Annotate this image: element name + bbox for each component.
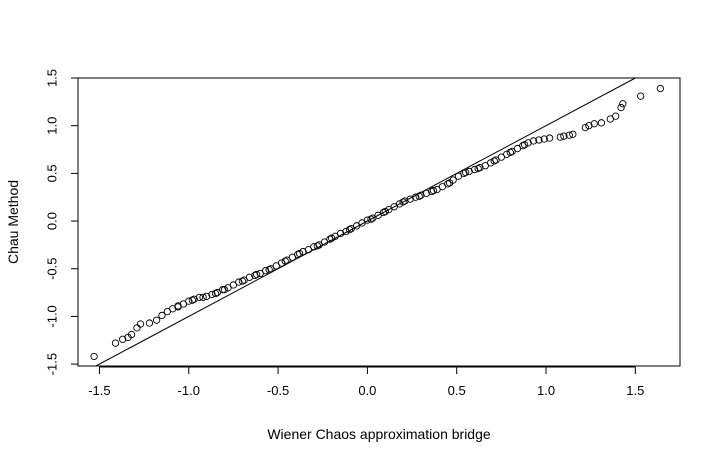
data-point [127,330,136,339]
y-tick-label: 1.0 [45,117,60,135]
data-point [465,167,473,176]
data-point [295,249,304,258]
data-point [158,311,166,320]
data-point [252,270,261,279]
data-point [133,324,141,332]
data-point [422,189,430,198]
data-point [399,198,407,206]
data-point [619,100,627,108]
data-point [470,165,479,174]
y-tick-label: 0.5 [45,164,60,182]
data-point [238,277,246,285]
data-point [415,192,423,200]
data-point [476,163,484,172]
data-point [211,289,220,298]
y-axis: -1.5 -1.0 -0.5 0.0 0.5 1.0 1.5 [45,69,79,375]
data-point [299,247,307,256]
data-point [417,191,425,199]
data-point [524,139,532,147]
data-point [520,141,529,149]
data-point [90,352,98,361]
data-point [261,266,270,275]
data-point [529,137,538,145]
data-point [381,207,389,216]
reference-line [95,77,636,367]
data-point [556,133,564,141]
data-point [428,187,436,196]
data-point [281,257,289,265]
data-point [490,157,498,165]
data-point [506,148,514,157]
data-point [208,290,216,299]
data-point [401,197,409,205]
data-point [535,136,543,144]
data-point [545,134,554,142]
data-point [411,193,420,201]
data-point [219,286,227,294]
data-point [597,119,606,127]
data-point [429,186,438,195]
y-tick-label: -0.5 [45,258,60,280]
data-point [637,92,645,100]
data-point [444,180,452,188]
data-point [310,243,318,251]
data-point [363,216,372,224]
data-point [245,273,254,281]
x-tick-label: -1.0 [178,383,200,398]
data-point [656,84,665,93]
data-point [617,103,625,112]
data-point [195,293,204,301]
data-point [328,234,336,242]
y-tick-label: 1.5 [45,69,60,87]
x-tick-label: 1.0 [537,383,555,398]
x-tick-label: 0.0 [358,383,376,398]
data-point [220,286,229,294]
data-point [445,179,454,187]
data-point [585,122,593,130]
data-point [313,242,322,250]
data-point [336,229,345,238]
plot-frame [77,77,681,367]
data-point [474,164,482,173]
data-point [569,130,577,138]
data-point [565,131,573,139]
data-point [199,293,207,301]
data-point [190,295,198,303]
data-point [188,296,196,304]
y-axis-title: Chau Method [5,180,21,264]
data-point [367,215,375,223]
y-tick-label: -1.0 [45,305,60,327]
x-tick-label: -1.5 [88,383,110,398]
x-axis-title: Wiener Chaos approximation bridge [267,426,491,442]
data-point [265,266,273,274]
data-point [406,195,414,203]
x-axis: -1.5 -1.0 -0.5 0.0 0.5 1.0 1.5 [88,366,644,398]
data-point [152,316,161,324]
data-point [185,297,193,305]
data-point [612,112,620,120]
data-point [202,292,211,301]
data-point [145,319,154,327]
data-point [111,339,120,347]
data-point [345,225,354,234]
data-point [174,303,182,311]
data-point [461,168,470,177]
points-layer [90,84,665,361]
data-point [119,335,127,343]
data-point [540,135,548,143]
data-point [581,123,589,132]
data-point [590,120,598,128]
data-point [560,132,568,140]
data-point [251,271,259,280]
data-point [235,278,243,286]
x-tick-label: 1.5 [626,383,644,398]
y-tick-label: -1.5 [45,353,60,375]
data-point [136,320,145,328]
x-tick-label: -0.5 [267,383,289,398]
y-tick-label: 0.0 [45,212,60,230]
x-tick-label: 0.5 [448,383,466,398]
data-point [460,169,468,178]
reference-line-layer [95,77,636,367]
